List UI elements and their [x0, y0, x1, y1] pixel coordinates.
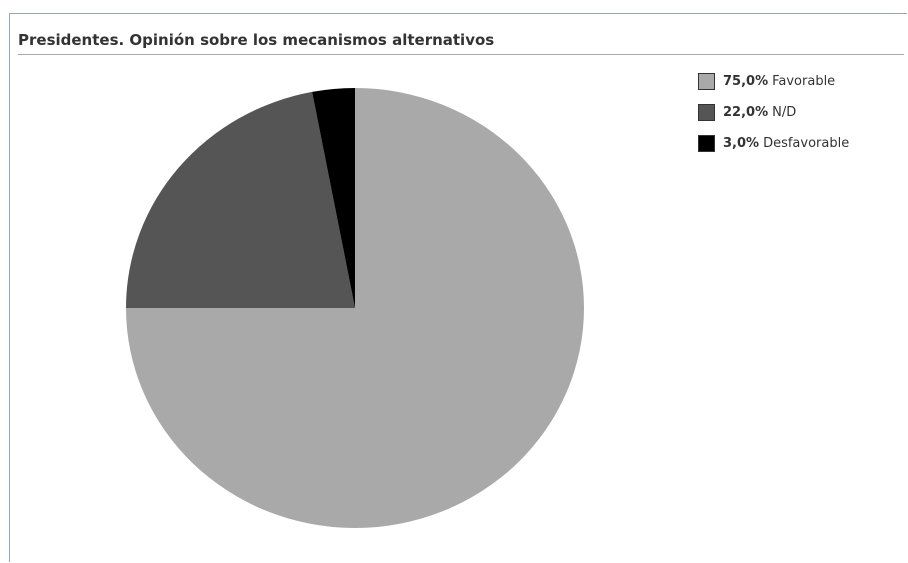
chart-legend: 75,0% Favorable 22,0% N/D 3,0% Desfavorable [698, 70, 849, 163]
legend-item: 3,0% Desfavorable [698, 132, 849, 155]
pie-slice-n-d [126, 91, 355, 309]
legend-item: 22,0% N/D [698, 101, 849, 124]
legend-percent: 3,0% [723, 136, 760, 151]
legend-item: 75,0% Favorable [698, 70, 849, 93]
chart-title: Presidentes. Opinión sobre los mecanismo… [18, 19, 904, 55]
legend-percent: 22,0% [723, 105, 769, 120]
legend-swatch [698, 73, 715, 90]
chart-frame [9, 13, 907, 562]
pie-slice-desfavorable [312, 88, 355, 308]
legend-label: Favorable [772, 74, 836, 89]
legend-swatch [698, 135, 715, 152]
legend-swatch [698, 104, 715, 121]
legend-label: N/D [772, 105, 797, 120]
legend-label: Desfavorable [763, 136, 850, 151]
legend-percent: 75,0% [723, 74, 769, 89]
